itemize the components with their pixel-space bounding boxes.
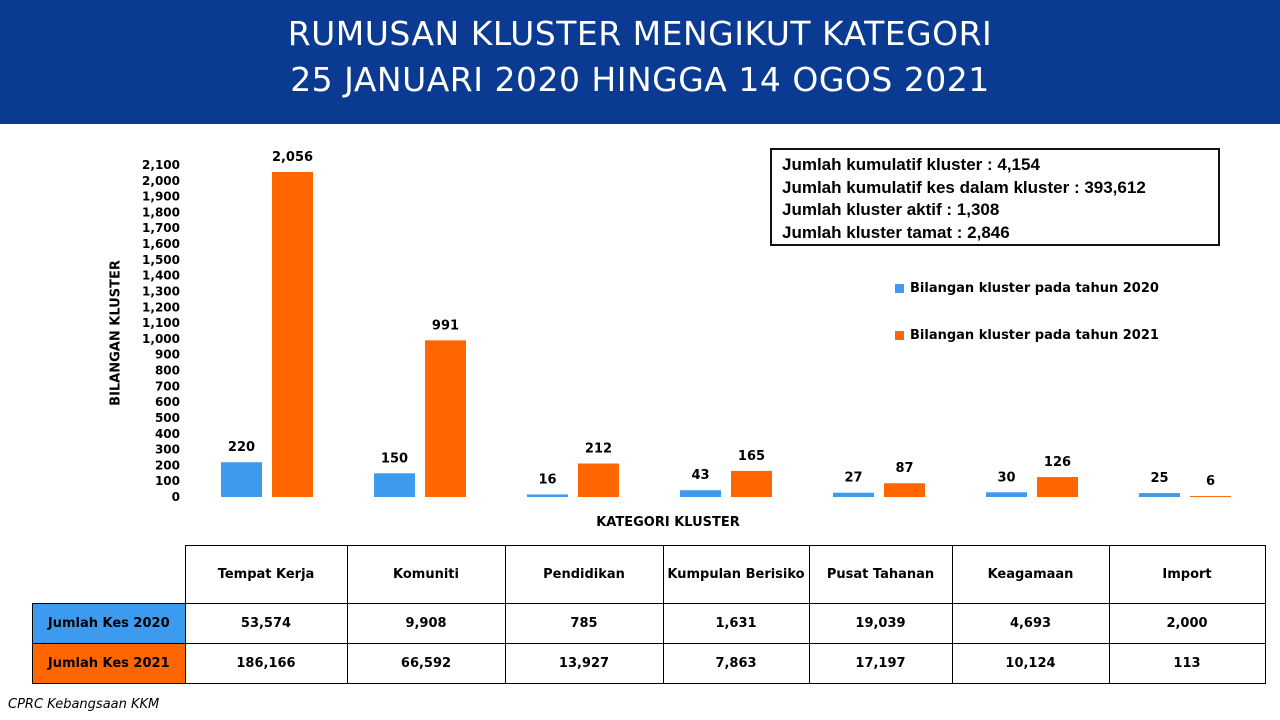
table-header-cell: Keagamaan [951, 545, 1110, 604]
bar [425, 340, 466, 497]
table-cell: 9,908 [346, 603, 506, 644]
table-cell: 4,693 [951, 603, 1110, 644]
data-label: 27 [844, 471, 862, 486]
table-header-cell: Komuniti [346, 545, 506, 604]
legend-item-2021: Bilangan kluster pada tahun 2021 [895, 328, 1159, 343]
y-tick-label: 300 [155, 443, 180, 457]
y-tick-label: 2,100 [142, 158, 180, 172]
page-title: RUMUSAN KLUSTER MENGIKUT KATEGORI [287, 14, 993, 53]
table-header-row: Tempat Kerja Komuniti Pendidikan Kumpula… [32, 545, 1266, 604]
table-cell: 113 [1108, 643, 1266, 684]
y-tick-label: 1,400 [142, 269, 180, 283]
row-label-2020: Jumlah Kes 2020 [32, 603, 186, 644]
legend-label-2021: Bilangan kluster pada tahun 2021 [910, 328, 1159, 343]
row-label-2021: Jumlah Kes 2021 [32, 643, 186, 684]
data-label: 165 [738, 449, 765, 464]
table-header-cell: Import [1108, 545, 1266, 604]
y-tick-label: 1,800 [142, 205, 180, 219]
data-label: 30 [997, 470, 1015, 485]
bar [1037, 477, 1078, 497]
table-cell: 785 [504, 603, 664, 644]
summary-ended-clusters: Jumlah kluster tamat : 2,846 [782, 222, 1010, 242]
table-cell: 186,166 [184, 643, 348, 684]
table-cell: 17,197 [808, 643, 953, 684]
table-corner [32, 545, 186, 604]
summary-active-clusters: Jumlah kluster aktif : 1,308 [782, 200, 1000, 219]
data-label: 25 [1150, 471, 1168, 486]
y-tick-label: 1,900 [142, 190, 180, 204]
data-label: 991 [432, 318, 459, 333]
y-tick-label: 800 [155, 364, 180, 378]
table-cell: 10,124 [951, 643, 1110, 684]
y-axis-label: BILANGAN KLUSTER [108, 260, 124, 406]
y-tick-label: 500 [155, 411, 180, 425]
table-row: Jumlah Kes 2020 53,574 9,908 785 1,631 1… [32, 603, 1266, 644]
legend-swatch-2021 [895, 331, 904, 340]
table-cell: 13,927 [504, 643, 664, 684]
y-tick-label: 1,000 [142, 332, 180, 346]
bar [833, 492, 874, 497]
data-label: 150 [381, 451, 408, 466]
y-tick-label: 2,000 [142, 174, 180, 188]
table-cell: 66,592 [346, 643, 506, 684]
y-tick-label: 700 [155, 379, 180, 393]
y-tick-label: 200 [155, 458, 180, 472]
y-tick-label: 100 [155, 474, 180, 488]
data-label: 212 [585, 441, 612, 456]
legend-swatch-2020 [895, 284, 904, 293]
x-axis-label: KATEGORI KLUSTER [596, 515, 740, 530]
y-tick-label: 600 [155, 395, 180, 409]
bar [578, 463, 619, 497]
source-credit: CPRC Kebangsaan KKM [8, 697, 160, 712]
table-cell: 1,631 [662, 603, 810, 644]
table-cell: 53,574 [184, 603, 348, 644]
y-tick-label: 1,700 [142, 221, 180, 235]
summary-box: Jumlah kumulatif kluster : 4,154 Jumlah … [770, 148, 1220, 246]
table-cell: 7,863 [662, 643, 810, 684]
bar [1139, 493, 1180, 497]
summary-total-clusters: Jumlah kumulatif kluster : 4,154 [782, 155, 1040, 174]
data-label: 2,056 [272, 150, 313, 165]
bar [986, 492, 1027, 497]
bar [680, 490, 721, 497]
y-tick-label: 1,500 [142, 253, 180, 267]
cases-table: Tempat Kerja Komuniti Pendidikan Kumpula… [32, 545, 1266, 684]
y-tick-label: 900 [155, 348, 180, 362]
bar [272, 171, 313, 498]
bar [527, 494, 568, 497]
y-tick-label: 1,200 [142, 300, 180, 314]
y-tick-label: 0 [172, 490, 180, 504]
table-header-cell: Tempat Kerja [184, 545, 348, 604]
table-cell: 19,039 [808, 603, 953, 644]
data-label: 43 [691, 468, 709, 483]
bar-chart: 01002003004005006007008009001,0001,1001,… [142, 150, 1231, 504]
summary-total-cases: Jumlah kumulatif kes dalam kluster : 393… [782, 177, 1146, 197]
table-cell: 2,000 [1108, 603, 1266, 644]
data-label: 16 [538, 472, 556, 487]
data-label: 220 [228, 440, 255, 455]
data-label: 126 [1044, 455, 1071, 470]
page-subtitle: 25 JANUARI 2020 HINGGA 14 OGOS 2021 [290, 60, 990, 99]
legend-item-2020: Bilangan kluster pada tahun 2020 [895, 281, 1159, 296]
data-label: 6 [1206, 474, 1215, 489]
bar [374, 473, 415, 497]
bar [884, 483, 925, 497]
y-tick-label: 1,600 [142, 237, 180, 251]
table-row: Jumlah Kes 2021 186,166 66,592 13,927 7,… [32, 643, 1266, 684]
table-header-cell: Kumpulan Berisiko [662, 545, 810, 604]
bar [1190, 496, 1231, 498]
y-tick-label: 400 [155, 427, 180, 441]
legend-label-2020: Bilangan kluster pada tahun 2020 [910, 281, 1159, 296]
data-label: 87 [895, 461, 913, 476]
header-banner: RUMUSAN KLUSTER MENGIKUT KATEGORI 25 JAN… [0, 0, 1280, 124]
y-tick-label: 1,300 [142, 284, 180, 298]
table-header-cell: Pendidikan [504, 545, 664, 604]
bar [221, 462, 262, 497]
y-tick-label: 1,100 [142, 316, 180, 330]
table-header-cell: Pusat Tahanan [808, 545, 953, 604]
bar [731, 470, 772, 497]
